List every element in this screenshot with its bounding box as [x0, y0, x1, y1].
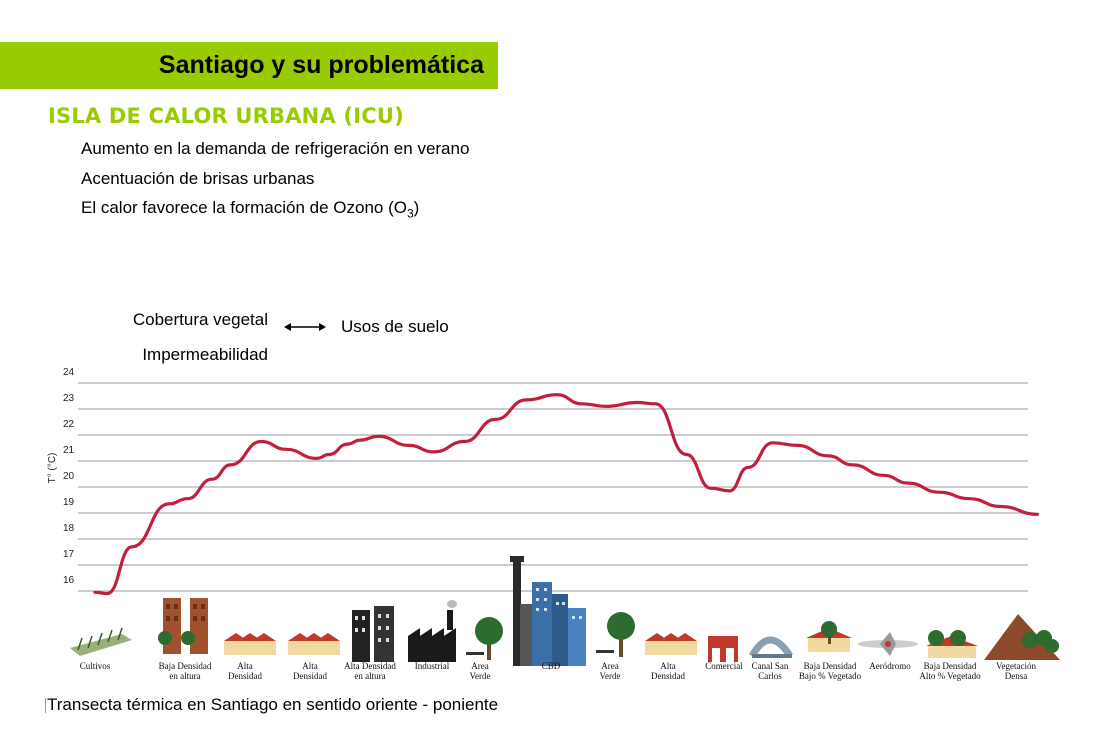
double-arrow-icon — [284, 323, 326, 331]
chart-grid — [78, 382, 1028, 592]
category-label-line: Alta Densidad — [344, 661, 396, 671]
category-label: Baja Densidad Alto % Vegetado — [919, 661, 981, 681]
section-heading: ISLA DE CALOR URBANA (ICU) — [48, 104, 404, 128]
row-houses-icon — [645, 633, 697, 655]
category-label: Baja Densidad en altura — [159, 661, 212, 681]
bridge-icon — [748, 636, 793, 658]
y-axis-ticks: 16 17 18 19 20 21 22 23 24 — [63, 367, 75, 586]
bullet-text-end: ) — [413, 198, 420, 217]
category-label-line: en altura — [354, 671, 385, 681]
category-label: Canal San Carlos — [752, 661, 789, 681]
category-label-line: Baja Densidad — [159, 661, 212, 671]
factory-icon — [408, 600, 457, 662]
category-label-line: Verde — [470, 671, 491, 681]
category-label-line: Verde — [600, 671, 621, 681]
y-axis-label: T° (°C) — [47, 453, 58, 484]
forest-hill-icon — [984, 614, 1060, 660]
legend-usos-suelo: Usos de suelo — [341, 317, 449, 336]
category-label: Comercial — [705, 661, 743, 671]
category-label: Area Verde — [470, 661, 491, 681]
bullet-item: Acentuación de brisas urbanas — [81, 168, 315, 188]
bullet-item: Aumento en la demanda de refrigeración e… — [81, 139, 470, 158]
airplane-icon — [858, 632, 918, 656]
category-label: Cultivos — [80, 661, 111, 671]
skyscrapers-icon — [510, 556, 586, 666]
bullet-item: El calor favorece la formación de Ozono … — [81, 197, 469, 227]
row-houses-icon — [224, 633, 276, 655]
category-label-line: Densa — [1005, 671, 1028, 681]
title-bar: Santiago y su problemática — [0, 42, 498, 89]
houses-with-trees-icon — [926, 630, 978, 658]
category-label-line: Carlos — [758, 671, 782, 681]
category-label-line: Comercial — [705, 661, 743, 671]
category-label-line: Vegetación — [996, 661, 1036, 671]
dark-tower-icon — [352, 606, 394, 662]
category-label: Vegetación Densa — [996, 661, 1036, 681]
y-tick-label: 17 — [63, 549, 75, 560]
y-tick-label: 22 — [63, 419, 75, 430]
category-label-line: CBD — [542, 661, 561, 671]
page-title: Santiago y su problemática — [158, 51, 484, 79]
category-label-line: Baja Densidad — [924, 661, 977, 671]
category-label: Area Verde — [600, 661, 621, 681]
legend-impermeabilidad: Impermeabilidad — [142, 345, 268, 364]
house-with-tree-icon — [806, 621, 852, 652]
figure-caption: Transecta térmica en Santiago en sentido… — [47, 695, 499, 714]
category-label: Aeródromo — [869, 661, 911, 671]
category-label-line: Baja Densidad — [804, 661, 857, 671]
crop-field-icon — [70, 627, 132, 656]
category-label: Baja Densidad Bajo % Vegetado — [799, 661, 862, 681]
y-tick-label: 23 — [63, 393, 75, 404]
category-label: Alta Densidad — [651, 661, 685, 681]
category-label-line: Alta — [302, 661, 318, 671]
category-label-line: Cultivos — [80, 661, 111, 671]
y-tick-label: 16 — [63, 575, 75, 586]
legend-left: Cobertura vegetal Impermeabilidad — [118, 302, 268, 372]
category-label-line: Alta — [237, 661, 253, 671]
category-label-line: Densidad — [293, 671, 327, 681]
category-label: Alta Densidad — [293, 661, 327, 681]
y-tick-label: 19 — [63, 497, 75, 508]
park-tree-icon — [466, 617, 503, 660]
y-tick-label: 20 — [63, 471, 75, 482]
land-use-icons — [70, 556, 1060, 666]
category-label: Industrial — [415, 661, 450, 671]
category-label: CBD — [542, 661, 561, 671]
category-label-line: Canal San — [752, 661, 789, 671]
category-label: Alta Densidad en altura — [344, 661, 396, 681]
category-label-line: Alta — [660, 661, 676, 671]
park-tree-icon — [596, 612, 635, 657]
category-label: Alta Densidad — [228, 661, 262, 681]
category-label-line: Area — [601, 661, 619, 671]
y-tick-label: 24 — [63, 367, 75, 378]
commercial-building-icon — [708, 636, 738, 662]
temperature-line — [93, 393, 1040, 596]
category-label-line: Densidad — [228, 671, 262, 681]
bullet-list: Aumento en la demanda de refrigeración e… — [81, 138, 469, 227]
category-label-line: en altura — [169, 671, 200, 681]
category-label-line: Area — [471, 661, 489, 671]
row-houses-icon — [288, 633, 340, 655]
category-label-line: Aeródromo — [869, 661, 911, 671]
y-tick-label: 18 — [63, 523, 75, 534]
brick-tower-icon — [158, 598, 208, 654]
bullet-text: El calor favorece la formación de Ozono … — [81, 198, 407, 217]
category-label-line: Densidad — [651, 671, 685, 681]
category-label-line: Alto % Vegetado — [919, 671, 981, 681]
caption-marker — [45, 698, 46, 713]
y-tick-label: 21 — [63, 445, 75, 456]
legend-cobertura: Cobertura vegetal — [132, 310, 268, 329]
category-label-line: Bajo % Vegetado — [799, 671, 862, 681]
ozone-subscript: 3 — [406, 206, 414, 221]
category-label-line: Industrial — [415, 661, 450, 671]
